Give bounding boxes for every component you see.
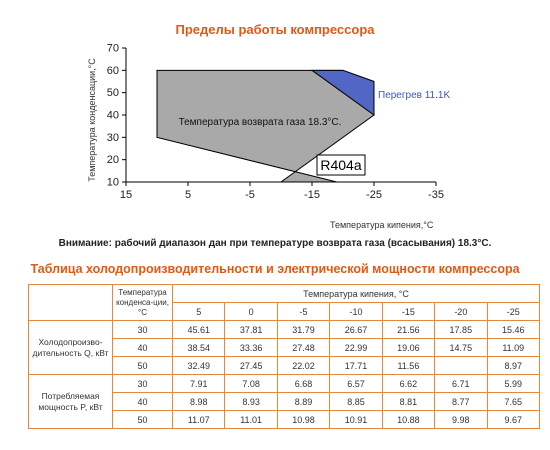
chart-title: Пределы работы компрессора <box>175 22 375 37</box>
evap-temp-header-cell: 5 <box>171 302 226 321</box>
value-cell: 11.56 <box>381 356 436 375</box>
condensing-temp-cell: 30 <box>112 320 173 339</box>
envelope-region-2 <box>310 69 375 116</box>
value-cell: 38.54 <box>171 338 226 357</box>
condensing-temp-header: Температура конденса-ции, °C <box>112 284 173 321</box>
value-cell: 27.45 <box>224 356 278 375</box>
condensing-temp-cell: 40 <box>112 392 173 411</box>
table-row: 50 11.07 11.01 10.98 10.91 10.88 9.98 9.67 <box>29 410 541 429</box>
condensing-temp-cell: 40 <box>112 338 173 357</box>
value-cell: 14.75 <box>434 338 488 357</box>
value-cell: 17.71 <box>329 356 383 375</box>
evap-temp-header-cell: 0 <box>224 302 278 321</box>
value-cell: 5.99 <box>486 374 541 393</box>
x-axis-label: Температура кипения,°C <box>330 220 434 230</box>
value-cell: 6.57 <box>329 374 383 393</box>
value-cell: 31.79 <box>276 320 331 339</box>
evap-temp-header-cell: -10 <box>329 302 383 321</box>
evaporating-temp-header: Температура кипения, °C <box>172 284 540 303</box>
value-cell: 22.02 <box>276 356 331 375</box>
value-cell: 32.49 <box>171 356 226 375</box>
y-tick-label: 40 <box>107 110 119 122</box>
value-cell: 9.67 <box>486 410 541 429</box>
value-cell: 6.71 <box>434 374 488 393</box>
operating-envelope-chart: 10 20 30 40 50 60 70 15 5 -5 -15 -25 -35 Температура … <box>107 43 451 202</box>
value-cell: 8.85 <box>329 392 383 411</box>
evap-temp-header-cell: -20 <box>434 302 488 321</box>
table-row: Холодопроизво-дительность Q, кВт 30 45.61 3… <box>28 320 541 375</box>
return-gas-label: Температура возврата газа 18.3°C. <box>179 117 342 128</box>
parameter-label: Холодопроизво-дительность Q, кВт <box>28 320 113 375</box>
value-cell: 37.81 <box>224 320 278 339</box>
value-cell: 45.61 <box>171 320 226 339</box>
table-title: Таблица холодопроизводительности и элект… <box>30 262 520 276</box>
value-cell: 10.98 <box>276 410 331 429</box>
value-cell: 15.46 <box>486 320 541 339</box>
x-tick-label: 15 <box>120 189 132 201</box>
value-cell: 33.36 <box>224 338 278 357</box>
value-cell: 6.68 <box>276 374 331 393</box>
evap-temp-header-cell: -25 <box>486 302 541 321</box>
x-tick-label: -25 <box>366 189 382 201</box>
value-cell: 8.89 <box>276 392 331 411</box>
x-tick-label: 5 <box>185 189 191 201</box>
condensing-temp-cell: 50 <box>112 356 173 375</box>
value-cell: 8.77 <box>434 392 488 411</box>
refrigerant-badge-text: R404a <box>320 157 361 173</box>
parameter-label: Потребляемая мощность P, кВт <box>28 374 113 429</box>
y-tick-label: 20 <box>107 154 119 166</box>
y-tick-label: 30 <box>107 132 119 144</box>
condensing-temp-cell: 50 <box>112 410 173 429</box>
evap-temp-header-cell: -15 <box>381 302 436 321</box>
y-tick-label: 60 <box>107 65 119 77</box>
value-cell <box>434 356 488 375</box>
value-cell: 7.65 <box>486 392 541 411</box>
superheat-label: Перегрев 11.1K <box>378 90 450 101</box>
y-tick-label: 50 <box>107 87 119 99</box>
value-cell: 17.85 <box>434 320 488 339</box>
value-cell: 10.91 <box>329 410 383 429</box>
value-cell: 11.09 <box>486 338 541 357</box>
x-tick-label: -15 <box>304 189 320 201</box>
value-cell: 27.48 <box>276 338 331 357</box>
value-cell: 8.97 <box>486 356 541 375</box>
y-tick-label: 10 <box>107 177 119 189</box>
table-row: Потребляемая мощность P, кВт 30 7.91 7.08 6.… <box>28 374 541 429</box>
range-note: Внимание: рабочий диапазон дан при темпе… <box>58 238 492 249</box>
value-cell: 8.98 <box>171 392 226 411</box>
value-cell: 19.06 <box>381 338 436 357</box>
evap-temp-header-cell: -5 <box>276 302 331 321</box>
performance-table: Температура конденса-ции, °C Температура … <box>28 284 541 429</box>
condensing-temp-cell: 30 <box>112 374 173 393</box>
value-cell: 8.93 <box>224 392 278 411</box>
value-cell: 6.62 <box>381 374 436 393</box>
value-cell: 7.91 <box>171 374 226 393</box>
value-cell: 11.07 <box>171 410 226 429</box>
value-cell: 22.99 <box>329 338 383 357</box>
table-header-row: Температура конденса-ции, °C Температура … <box>28 284 540 321</box>
y-axis-label-text: Температура конденсации,°C <box>87 58 97 182</box>
x-tick-label: -5 <box>245 189 255 201</box>
value-cell: 11.01 <box>224 410 278 429</box>
table-row: 40 8.98 8.93 8.89 8.85 8.81 8.77 7.65 <box>29 392 541 411</box>
value-cell: 21.56 <box>381 320 436 339</box>
value-cell: 9.98 <box>434 410 488 429</box>
refrigerant-badge <box>316 154 366 176</box>
x-tick-label: -35 <box>428 189 444 201</box>
value-cell: 8.81 <box>381 392 436 411</box>
y-tick-label: 70 <box>107 43 119 55</box>
value-cell: 10.88 <box>381 410 436 429</box>
value-cell: 26.67 <box>329 320 383 339</box>
value-cell: 7.08 <box>224 374 278 393</box>
corner-cell <box>28 284 113 321</box>
table-row: 40 38.54 33.36 27.48 22.99 19.06 14.75 11.09 <box>29 338 541 357</box>
